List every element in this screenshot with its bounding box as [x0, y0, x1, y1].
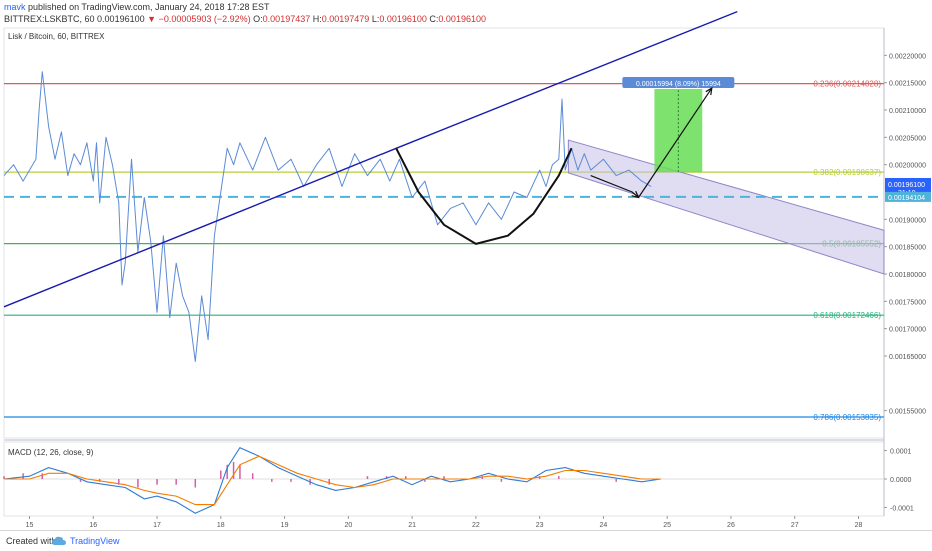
x-tick-label: 21	[408, 522, 416, 529]
y-tick-label: 0.00170000	[889, 327, 926, 334]
symbol-line: BITTREX:LSKBTC, 60 0.00196100 ▼ −0.00005…	[4, 13, 486, 25]
tradingview-brand[interactable]: TradingView	[70, 536, 120, 546]
author-link[interactable]: mavk	[4, 2, 26, 12]
footer: Created with TradingView	[0, 530, 932, 551]
y-tick-label: 0.00210000	[889, 108, 926, 115]
x-tick-label: 28	[855, 522, 863, 529]
dashed-level-label: 0.00194104	[888, 195, 925, 202]
x-tick-label: 27	[791, 522, 799, 529]
measure-label-bg	[622, 76, 735, 88]
chart-canvas[interactable]: Lisk / Bitcoin, 60, BITTREX MACD (12, 26,…	[0, 0, 932, 530]
x-tick-label: 18	[217, 522, 225, 529]
main-pane[interactable]	[3, 27, 885, 439]
created-with-text: Created with	[6, 536, 57, 546]
x-tick-label: 15	[26, 522, 34, 529]
y-tick-label: 0.00200000	[889, 163, 926, 170]
last-value: 0.00196100	[97, 14, 145, 24]
open-label: O:	[253, 14, 263, 24]
y-tick-label: 0.00175000	[889, 299, 926, 306]
y-tick-label: 0.00215000	[889, 81, 926, 88]
y-tick-label: 0.00165000	[889, 354, 926, 361]
symbol-label[interactable]: BITTREX:LSKBTC, 60	[4, 14, 95, 24]
y-tick-label: 0.00205000	[889, 135, 926, 142]
down-arrow-icon: ▼	[147, 14, 157, 24]
x-tick-label: 20	[344, 522, 352, 529]
macd-y-tick-label: -0.0001	[890, 505, 914, 512]
cup-pattern[interactable]	[395, 147, 573, 245]
macd-y-tick-label: 0.0001	[890, 449, 912, 456]
dashed-level-tag	[885, 191, 931, 202]
x-tick-label: 22	[472, 522, 480, 529]
trendline[interactable]	[3, 10, 738, 308]
change-value: −0.00005903 (−2.92%)	[158, 14, 251, 24]
fib-level-label: 0.786(0.00153835)	[813, 413, 881, 422]
projection-arrow[interactable]	[638, 87, 713, 198]
price-line[interactable]	[3, 71, 652, 362]
x-tick-label: 19	[281, 522, 289, 529]
close-value: 0.00196100	[438, 14, 486, 24]
last-price-label: 0.00196100	[888, 182, 925, 189]
macd-series-line[interactable]	[3, 447, 661, 514]
low-label: L:	[371, 14, 380, 24]
open-value: 0.00197437	[262, 14, 311, 24]
fib-level-label: 0.236(0.00214828)	[813, 80, 881, 89]
high-label: H:	[312, 14, 322, 24]
arrow-head-icon	[705, 86, 713, 96]
x-tick-label: 24	[600, 522, 608, 529]
y-tick-label: 0.00190000	[889, 217, 926, 224]
macd-title: MACD (12, 26, close, 9)	[8, 448, 94, 457]
low-value: 0.00196100	[379, 14, 427, 24]
publish-text: published on TradingView.com, January 24…	[28, 2, 270, 12]
x-tick-label: 25	[663, 522, 671, 529]
x-tick-label: 23	[536, 522, 544, 529]
fib-level-label: 0.382(0.00198637)	[813, 168, 881, 177]
y-tick-label: 0.00185000	[889, 245, 926, 252]
macd-series-line[interactable]	[4, 455, 661, 506]
x-tick-label: 17	[153, 522, 161, 529]
publish-line: mavk published on TradingView.com, Janua…	[4, 1, 270, 13]
y-tick-label: 0.00180000	[889, 272, 926, 279]
y-tick-label: 0.00155000	[889, 409, 926, 416]
high-value: 0.00197479	[321, 14, 370, 24]
last-price-tag	[885, 177, 931, 196]
tradingview-cloud-icon	[52, 536, 66, 545]
x-tick-label: 16	[89, 522, 97, 529]
projection-arrow[interactable]	[590, 175, 639, 198]
fib-level-label: 0.618(0.00172466)	[813, 311, 881, 320]
macd-y-tick-label: 0.0000	[890, 477, 912, 484]
chart-header: mavk published on TradingView.com, Janua…	[0, 0, 932, 28]
descending-channel[interactable]	[567, 139, 885, 275]
close-label: C:	[429, 14, 439, 24]
y-tick-label: 0.00220000	[889, 53, 926, 60]
x-tick-label: 26	[727, 522, 735, 529]
main-title: Lisk / Bitcoin, 60, BITTREX	[8, 32, 105, 41]
measure-label: 0.00015994 (8.09%) 15994	[636, 81, 721, 88]
